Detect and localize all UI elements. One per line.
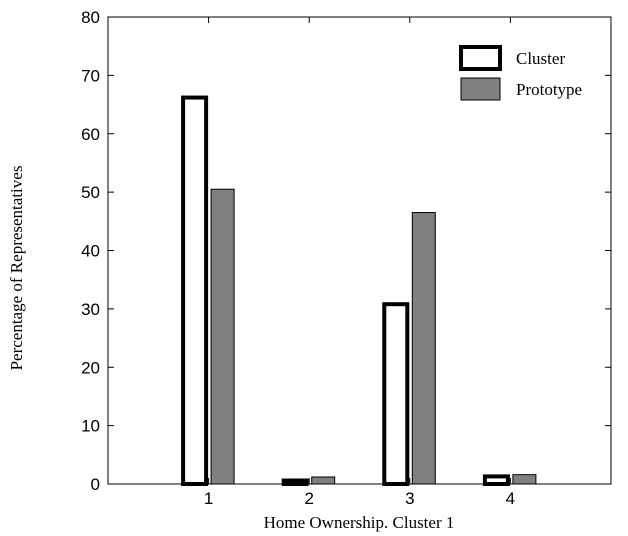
bar-cluster-2: [281, 478, 309, 486]
y-tick-label: 70: [81, 66, 100, 85]
y-tick-label: 80: [81, 8, 100, 27]
x-tick-label: 4: [506, 489, 515, 508]
x-tick-label: 1: [204, 489, 213, 508]
bar-prototype-1: [210, 188, 235, 485]
y-tick-label: 50: [81, 183, 100, 202]
y-tick-label: 60: [81, 125, 100, 144]
y-tick-label: 40: [81, 242, 100, 261]
y-tick-label: 20: [81, 358, 100, 377]
bar-cluster-4: [482, 474, 510, 487]
bar-prototype-3: [411, 212, 436, 485]
bar-prototype-4: [512, 474, 537, 485]
y-tick-label: 0: [91, 475, 100, 494]
bar-cluster-3: [382, 302, 410, 486]
legend-label-cluster: Cluster: [516, 49, 565, 68]
y-axis-label: Percentage of Representatives: [7, 166, 26, 371]
x-tick-label: 3: [405, 489, 414, 508]
y-tick-label: 10: [81, 417, 100, 436]
ticks: 0 10 20 30 40 50 60 70 80 1 2 3 4: [81, 8, 611, 508]
bar-cluster-1: [181, 95, 209, 487]
y-tick-label: 30: [81, 300, 100, 319]
x-tick-label: 2: [304, 489, 313, 508]
bar-prototype-2: [311, 476, 336, 485]
legend-swatch-cluster: [459, 45, 502, 71]
legend-swatch-prototype: [460, 77, 501, 101]
x-axis-label: Home Ownership. Cluster 1: [264, 513, 455, 532]
legend: Cluster Prototype: [459, 45, 582, 101]
legend-label-prototype: Prototype: [516, 80, 582, 99]
